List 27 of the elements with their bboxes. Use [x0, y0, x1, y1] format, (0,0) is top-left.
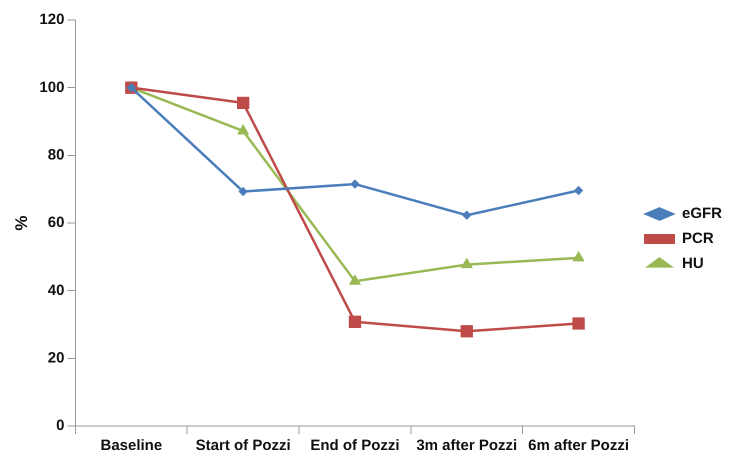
y-tick-label: 120	[39, 11, 64, 28]
y-tick-label: 20	[48, 349, 64, 366]
point	[574, 186, 584, 196]
y-axis-title: %	[12, 215, 31, 231]
point	[572, 251, 584, 262]
x-tick-label: Baseline	[100, 437, 162, 454]
point	[238, 187, 248, 196]
x-tick-label: 6m after Pozzi	[528, 437, 630, 454]
legend-label: HU	[682, 255, 704, 272]
point	[572, 317, 585, 330]
point	[461, 258, 472, 268]
point	[348, 316, 362, 328]
point	[460, 325, 473, 338]
x-tick-label: Start of Pozzi	[196, 437, 291, 454]
y-tick-label: 100	[39, 78, 64, 96]
legend-label: eGFR	[682, 205, 722, 222]
y-tick-label: 40	[48, 282, 64, 299]
legend-label: PCR	[682, 230, 714, 248]
y-tick-label: 0	[56, 417, 64, 434]
x-tick-label: End of Pozzi	[310, 437, 400, 454]
point	[462, 210, 472, 220]
point	[350, 180, 360, 189]
y-tick-label: 80	[48, 146, 64, 164]
y-tick-label: 60	[48, 214, 64, 232]
point	[349, 274, 361, 285]
x-tick-label: 3m after Pozzi	[416, 437, 518, 454]
point	[236, 96, 250, 110]
